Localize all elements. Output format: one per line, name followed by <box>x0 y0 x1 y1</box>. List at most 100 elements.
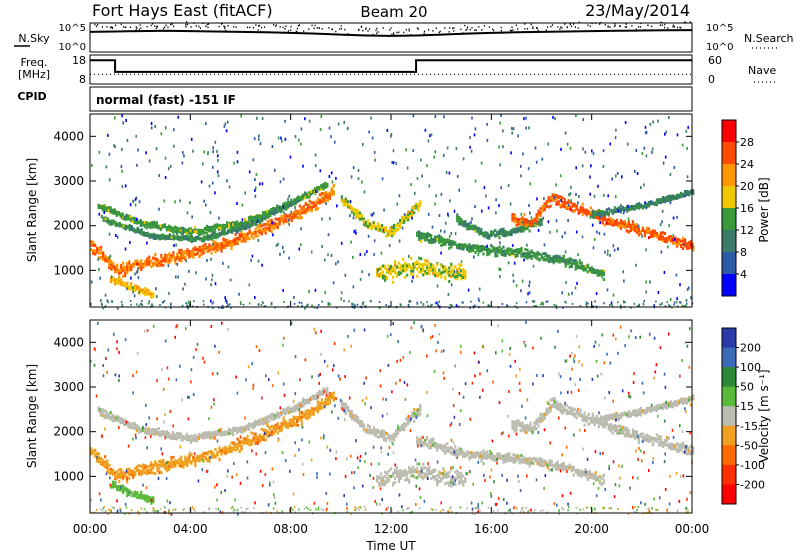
power-cell <box>410 272 413 276</box>
power-cell <box>182 250 185 254</box>
noise-point <box>444 27 446 29</box>
power-scatter-cell <box>158 174 161 177</box>
power-ground-cell <box>474 304 476 307</box>
power-cell <box>488 250 491 254</box>
power-cell <box>392 268 395 272</box>
power-cell <box>468 224 471 228</box>
power-scatter-cell <box>279 252 281 256</box>
power-cell <box>536 253 539 257</box>
power-cell <box>384 275 387 279</box>
power-ground-cell <box>248 302 251 305</box>
power-cell <box>162 236 165 240</box>
power-scatter-cell <box>200 180 203 184</box>
noise-point <box>524 28 526 30</box>
power-scatter-cell <box>150 126 153 130</box>
power-ytick-label: 2000 <box>53 219 84 233</box>
power-cell <box>207 227 211 231</box>
power-cell <box>140 268 143 272</box>
power-scatter-cell <box>271 211 273 214</box>
power-scatter-cell <box>182 287 184 291</box>
noise-point <box>398 31 400 33</box>
power-scatter-cell <box>227 265 230 269</box>
power-cell <box>266 220 269 224</box>
power-cell <box>103 204 106 208</box>
noise-point <box>408 28 410 30</box>
power-scatter-cell <box>420 158 422 162</box>
power-cell <box>105 206 108 210</box>
power-cell <box>101 208 104 212</box>
power-scatter-cell <box>290 210 292 214</box>
power-ground-cell <box>664 305 667 308</box>
power-cell <box>296 216 299 220</box>
noise-point <box>154 25 156 27</box>
noise-point <box>403 31 405 34</box>
power-scatter-cell <box>136 270 138 274</box>
power-cell <box>220 247 223 251</box>
power-cell <box>402 269 405 273</box>
power-cell <box>218 244 221 248</box>
power-cell <box>301 195 304 199</box>
power-scatter-cell <box>362 142 364 146</box>
power-cell <box>458 273 461 277</box>
power-scatter-cell <box>185 259 187 263</box>
power-cell <box>686 193 689 196</box>
power-cell <box>556 255 559 259</box>
power-scatter-cell <box>282 205 285 209</box>
power-cell <box>314 200 317 204</box>
velocity-cell <box>96 452 99 455</box>
velocity-cell <box>154 472 157 476</box>
power-cell <box>540 254 543 258</box>
power-cell <box>571 204 574 208</box>
power-scatter-cell <box>511 131 513 135</box>
power-ground-cell <box>202 303 205 306</box>
power-ground-cell <box>107 301 110 304</box>
power-scatter-cell <box>652 120 654 124</box>
power-cell <box>607 207 610 211</box>
noise-point <box>672 24 674 27</box>
power-cell <box>523 222 526 226</box>
power-cell <box>209 229 213 233</box>
power-cell <box>238 222 241 226</box>
power-cell <box>627 207 630 211</box>
power-scatter-cell <box>447 293 450 296</box>
power-scatter-cell <box>641 152 644 155</box>
power-scatter-cell <box>386 128 389 132</box>
power-cell <box>635 228 638 232</box>
power-cell <box>600 269 603 273</box>
power-scatter-cell <box>498 145 500 149</box>
power-cell <box>277 208 280 212</box>
noise-point <box>170 23 172 26</box>
power-cell <box>358 217 362 221</box>
power-cell <box>181 228 184 232</box>
power-scatter-cell <box>134 203 137 207</box>
velocity-cell <box>118 468 121 472</box>
noise-point <box>561 27 563 29</box>
power-scatter-cell <box>675 273 678 277</box>
power-scatter-cell <box>299 243 302 247</box>
power-scatter-cell <box>597 184 599 188</box>
velocity-cell <box>114 471 117 475</box>
power-cell <box>174 261 177 265</box>
power-cell <box>131 216 134 220</box>
power-scatter-cell <box>528 291 531 295</box>
power-cell <box>649 200 653 204</box>
power-scatter-cell <box>145 151 147 155</box>
power-cell <box>96 247 99 251</box>
power-ground-cell <box>353 307 356 309</box>
power-cell <box>264 228 267 231</box>
power-scatter-cell <box>582 118 585 122</box>
power-cell <box>259 220 262 224</box>
noise-point <box>185 23 187 26</box>
power-scatter-cell <box>502 129 504 133</box>
power-cell <box>619 224 622 228</box>
power-scatter-cell <box>436 284 439 288</box>
power-cell <box>613 206 616 210</box>
power-cell <box>138 264 141 268</box>
power-cell <box>197 228 201 232</box>
power-cell <box>275 209 278 213</box>
power-cell <box>574 262 577 266</box>
power-cell <box>528 252 531 256</box>
power-cell <box>598 269 601 273</box>
power-cell <box>684 238 687 242</box>
power-cell <box>601 210 604 214</box>
